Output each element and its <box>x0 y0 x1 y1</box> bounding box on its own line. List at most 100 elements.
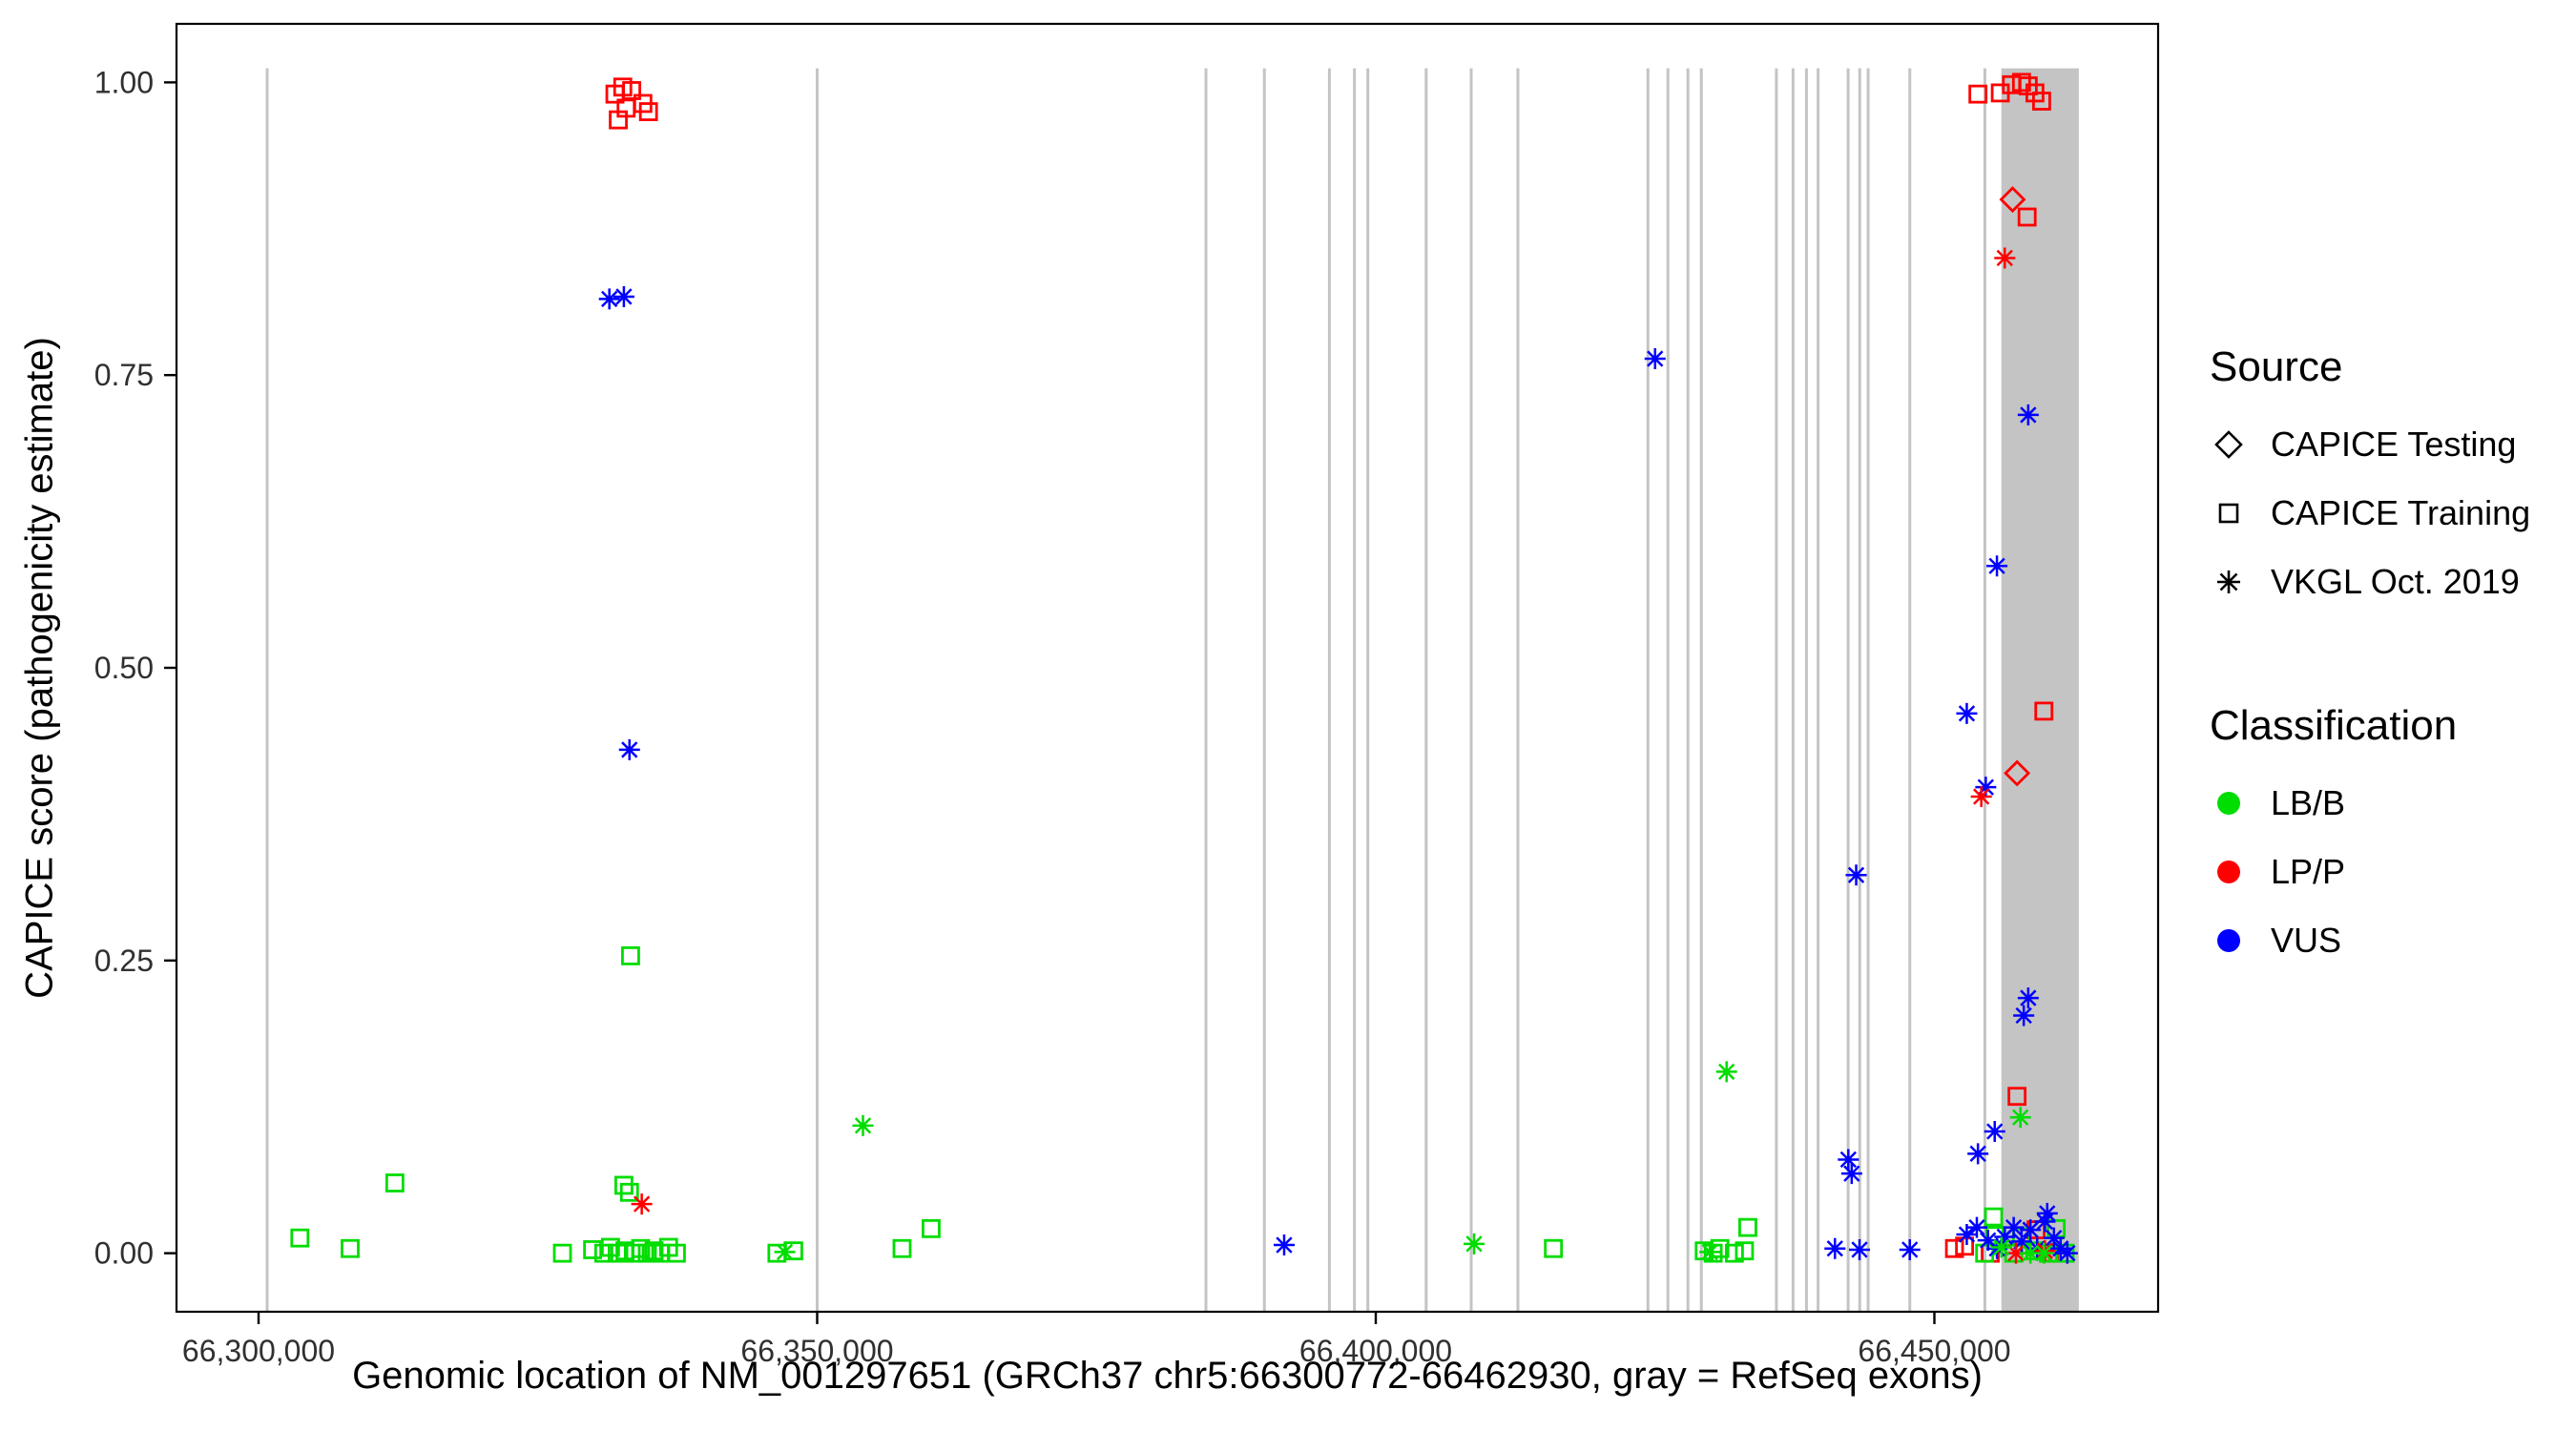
data-point-asterisk <box>2036 1202 2058 1224</box>
data-point-diamond <box>1999 186 2026 214</box>
y-tick-label: 0.00 <box>94 1236 154 1271</box>
data-point-square <box>600 1237 620 1257</box>
data-point-asterisk <box>1965 1216 1987 1238</box>
legend-item-label: CAPICE Testing <box>2271 425 2517 464</box>
data-point-square <box>341 1238 360 1258</box>
data-point-asterisk <box>598 288 620 310</box>
data-point-asterisk <box>1838 1149 1859 1171</box>
data-point-square <box>1735 1241 1755 1261</box>
legend-item-lpp: LP/P <box>2210 838 2530 906</box>
y-tick-label: 1.00 <box>94 65 154 99</box>
data-point-asterisk <box>1845 864 1867 886</box>
data-point-square <box>638 102 658 121</box>
data-point-asterisk <box>1994 1226 2016 1248</box>
data-point-square <box>625 1243 645 1263</box>
data-point-asterisk <box>1849 1238 1871 1260</box>
y-tick-label: 0.75 <box>94 358 154 392</box>
lpp-dot-icon <box>2217 861 2240 883</box>
data-point-asterisk <box>613 285 634 307</box>
points-layer <box>290 73 2078 1264</box>
data-point-square <box>622 81 642 100</box>
legend-item-lbb: LB/B <box>2210 769 2530 838</box>
data-point-asterisk <box>1967 1143 1989 1165</box>
data-point-asterisk <box>618 738 640 760</box>
legend-item-label: LP/P <box>2271 852 2346 891</box>
data-point-asterisk <box>1986 555 2008 577</box>
legend-item-label: LB/B <box>2271 783 2346 822</box>
data-point-square <box>2034 701 2054 721</box>
data-point-square <box>637 1243 657 1263</box>
data-point-diamond <box>2004 759 2031 787</box>
data-point-asterisk <box>2033 1242 2055 1264</box>
data-point-asterisk <box>1956 1224 1978 1245</box>
legend-item-label: CAPICE Training <box>2271 493 2531 532</box>
data-point-square <box>1968 84 1988 104</box>
data-point-asterisk <box>2043 1227 2065 1249</box>
data-point-square <box>1944 1238 1964 1258</box>
data-point-square <box>667 1243 686 1263</box>
data-point-asterisk <box>1840 1163 1862 1185</box>
data-point-square <box>384 1173 405 1192</box>
data-point-asterisk <box>2010 1231 2032 1253</box>
data-point-asterisk <box>2026 1237 2048 1259</box>
data-point-square <box>2017 207 2037 227</box>
vus-dot-icon <box>2217 929 2240 952</box>
legend-item-vus: VUS <box>2210 906 2530 975</box>
legend-item-capice-testing: CAPICE Testing <box>2210 410 2530 479</box>
data-point-asterisk <box>631 1193 653 1215</box>
data-point-square <box>922 1218 941 1238</box>
x-tick-label: 66,400,000 <box>1299 1334 1452 1368</box>
data-point-asterisk <box>2013 1005 2035 1027</box>
y-tick-label: 0.50 <box>94 651 154 685</box>
data-point-asterisk <box>1990 1236 2012 1258</box>
data-point-square <box>1984 1207 2004 1227</box>
data-point-asterisk <box>2056 1242 2078 1264</box>
data-point-asterisk <box>1977 1230 1999 1252</box>
data-point-asterisk <box>1464 1233 1485 1255</box>
data-point-asterisk <box>1644 348 1666 369</box>
data-point-square <box>2011 73 2031 93</box>
x-tick-label: 66,350,000 <box>740 1334 893 1368</box>
data-point-square <box>631 1238 651 1258</box>
x-axis-title: Genomic location of NM_001297651 (GRCh37… <box>352 1355 1983 1397</box>
refseq-exon-band <box>2001 68 2079 1313</box>
data-point-asterisk <box>1956 702 1978 724</box>
data-point-square <box>1544 1238 1564 1258</box>
data-point-asterisk <box>2049 1237 2071 1259</box>
data-point-asterisk <box>2005 1242 2026 1264</box>
data-point-square <box>2032 92 2051 111</box>
data-point-asterisk <box>1715 1061 1737 1083</box>
y-axis-title: CAPICE score (pathogenicity estimate) <box>18 337 61 999</box>
data-point-square <box>644 1241 664 1261</box>
data-point-asterisk <box>774 1241 796 1263</box>
data-point-square <box>619 1182 639 1202</box>
data-point-asterisk <box>2017 404 2039 425</box>
data-point-asterisk <box>1824 1237 1846 1259</box>
legend-classification-group: Classification LB/B LP/P VUS <box>2210 702 2530 975</box>
asterisk-icon <box>2210 563 2248 601</box>
x-tick-label: 66,300,000 <box>182 1334 335 1368</box>
legend-item-vkgl: VKGL Oct. 2019 <box>2210 548 2530 616</box>
legend-item-label: VKGL Oct. 2019 <box>2271 562 2520 601</box>
data-point-asterisk <box>1899 1238 1921 1260</box>
data-point-square <box>621 946 640 965</box>
data-point-square <box>2007 1087 2027 1107</box>
data-point-square <box>1738 1217 1757 1237</box>
data-point-asterisk <box>1699 1241 1721 1263</box>
data-point-square <box>593 1243 613 1263</box>
data-point-asterisk <box>2020 1219 2042 1241</box>
data-point-asterisk <box>2017 987 2039 1009</box>
legend-item-capice-training: CAPICE Training <box>2210 479 2530 548</box>
legend-item-label: VUS <box>2271 921 2342 960</box>
data-point-asterisk <box>2009 1107 2031 1129</box>
data-point-asterisk <box>1975 777 1997 798</box>
legend-classification-title: Classification <box>2210 702 2458 749</box>
legend: Source CAPICE Testing CAPICE Training VK… <box>2210 343 2530 975</box>
data-point-asterisk <box>1984 1121 2005 1142</box>
diamond-icon <box>2210 425 2248 464</box>
data-point-square <box>1724 1243 1744 1263</box>
data-point-asterisk <box>2003 1216 2025 1238</box>
legend-source-group: Source CAPICE Testing CAPICE Training VK… <box>2210 343 2530 616</box>
